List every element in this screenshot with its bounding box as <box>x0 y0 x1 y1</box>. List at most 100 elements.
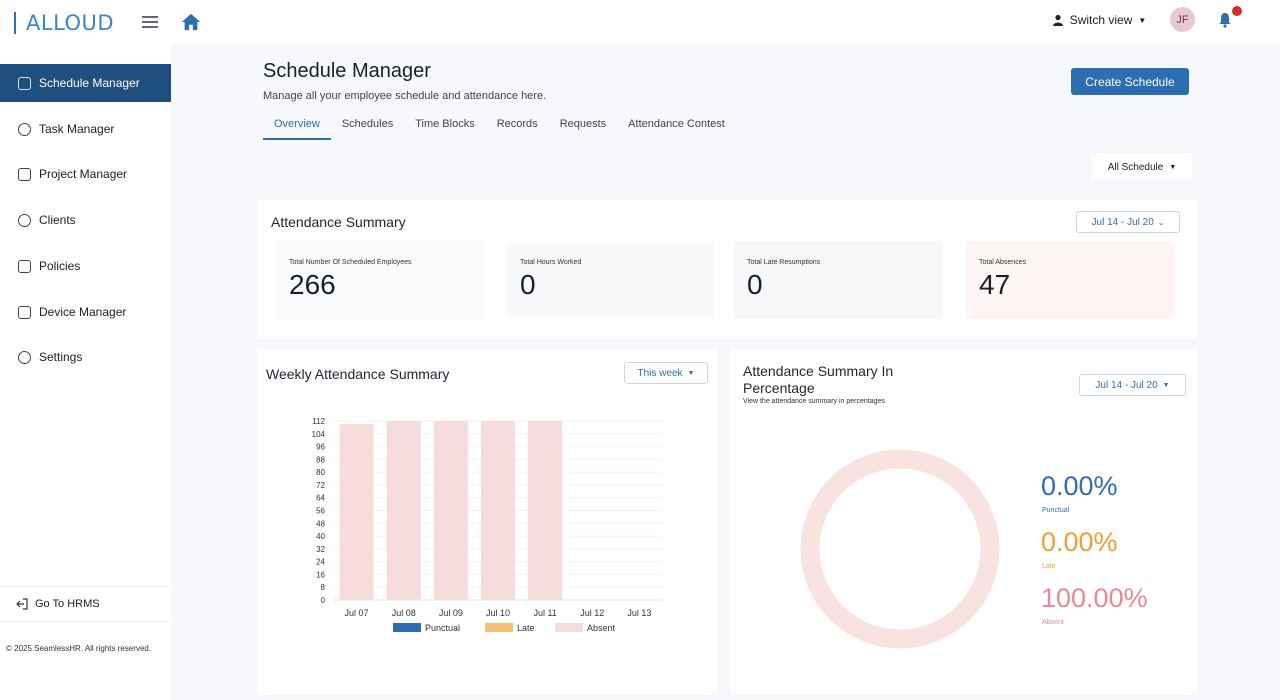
attendance-summary-card: Attendance Summary Jul 14 - Jul 20 ⌄ Tot… <box>257 200 1197 338</box>
schedule-filter-dropdown[interactable]: All Schedule ▼ <box>1092 154 1192 180</box>
stat-value: 47 <box>979 269 1011 300</box>
stat-value: 0 <box>747 269 763 300</box>
weekly-range-dropdown[interactable]: This week ▼ <box>624 362 708 384</box>
tab-attendance-contest[interactable]: Attendance Contest <box>628 118 725 130</box>
sidebar-item-clients[interactable]: Clients <box>0 201 171 239</box>
x-tick-label: Jul 12 <box>580 608 604 618</box>
menu-icon[interactable] <box>142 16 158 28</box>
device-icon <box>18 305 31 319</box>
percentage-subtitle: View the attendance summary in percentag… <box>743 398 885 405</box>
legend-swatch-absent <box>555 623 583 632</box>
sidebar-item-schedule-manager[interactable]: Schedule Manager <box>0 64 171 102</box>
switch-view-button[interactable]: Switch view ▼ <box>1040 8 1158 32</box>
exit-icon <box>16 598 28 610</box>
tab-time-blocks[interactable]: Time Blocks <box>415 118 475 130</box>
weekly-attendance-card: Weekly Attendance Summary This week ▼ 0 8… <box>257 349 717 694</box>
tab-schedules[interactable]: Schedules <box>341 118 394 130</box>
bar-absent <box>433 421 468 600</box>
copyright-text: © 2025 SeamlessHR. All rights reserved. <box>6 644 152 653</box>
range-label: Jul 14 - Jul 20 <box>1095 379 1158 391</box>
stat-label: Total Late Resumptions <box>747 259 821 266</box>
x-tick-label: Jul 09 <box>439 608 463 618</box>
logo-text: ALLOUD <box>26 11 115 35</box>
go-to-hrms-button[interactable]: Go To HRMS <box>0 586 171 622</box>
attendance-donut-chart <box>800 449 1000 649</box>
attendance-percentage-card: Attendance Summary In Percentage View th… <box>730 349 1197 694</box>
y-tick-label: 16 <box>316 570 325 579</box>
switch-view-label: Switch view <box>1069 13 1133 27</box>
sidebar-item-project-manager[interactable]: Project Manager <box>0 155 171 193</box>
stat-scheduled-employees: Total Number Of Scheduled Employees 266 <box>276 241 484 319</box>
stat-late-resumptions: Total Late Resumptions 0 <box>734 241 942 319</box>
notification-badge <box>1232 6 1242 16</box>
percentage-range-dropdown[interactable]: Jul 14 - Jul 20 ▼ <box>1079 374 1186 396</box>
tab-overview[interactable]: Overview <box>263 116 331 140</box>
sidebar-item-label: Clients <box>39 213 76 227</box>
sidebar-item-device-manager[interactable]: Device Manager <box>0 293 171 331</box>
calendar-icon <box>18 76 31 90</box>
user-icon <box>18 213 31 227</box>
late-label: Late <box>1042 563 1056 570</box>
y-tick-label: 56 <box>316 507 325 516</box>
tab-records[interactable]: Records <box>496 118 538 130</box>
y-tick-label: 64 <box>316 494 325 503</box>
bar-absent <box>339 424 374 600</box>
x-tick-label: Jul 11 <box>533 608 556 618</box>
sidebar-item-label: Policies <box>39 259 81 273</box>
tab-bar: Overview Schedules Time Blocks Records R… <box>263 116 736 140</box>
page-subtitle: Manage all your employee schedule and at… <box>263 90 547 102</box>
task-icon <box>18 122 31 136</box>
y-tick-label: 0 <box>321 596 326 605</box>
app-logo[interactable]: ALLOUD <box>14 10 114 36</box>
caret-down-icon: ▼ <box>1169 163 1177 171</box>
sidebar-item-label: Schedule Manager <box>39 76 140 90</box>
x-tick-label: Jul 10 <box>486 608 510 618</box>
chevron-down-icon: ⌄ <box>1157 217 1165 227</box>
bar-absent <box>386 421 421 600</box>
y-tick-label: 32 <box>316 545 325 554</box>
weekly-attendance-chart: 0 8 16 24 32 40 48 56 64 72 80 88 96 104 112 Jul 07 Jul … <box>312 417 663 633</box>
late-percentage: 0.00% <box>1041 527 1118 557</box>
y-tick-label: 112 <box>312 417 325 426</box>
x-tick-label: Jul 08 <box>392 608 416 618</box>
percentage-title-line1: Attendance Summary In <box>743 363 894 379</box>
schedule-filter-label: All Schedule <box>1107 161 1164 173</box>
sidebar-item-policies[interactable]: Policies <box>0 247 171 285</box>
legend-swatch-punctual <box>393 623 421 632</box>
weekly-attendance-title: Weekly Attendance Summary <box>266 366 450 382</box>
range-label: Jul 14 - Jul 20 <box>1091 216 1154 228</box>
tab-requests[interactable]: Requests <box>559 118 607 130</box>
sidebar-item-label: Settings <box>39 350 83 364</box>
stat-label: Total Absences <box>979 259 1027 266</box>
legend-label-absent: Absent <box>587 623 616 633</box>
attendance-summary-title: Attendance Summary <box>271 214 406 230</box>
home-icon[interactable] <box>180 12 202 32</box>
avatar[interactable]: JF <box>1170 7 1195 32</box>
y-tick-label: 24 <box>316 558 325 567</box>
bar-absent <box>528 421 563 600</box>
bell-icon[interactable] <box>1218 12 1232 28</box>
y-tick-label: 8 <box>321 583 326 592</box>
percentage-title-line2: Percentage <box>743 380 815 396</box>
stat-hours-worked: Total Hours Worked 0 <box>507 241 715 319</box>
sidebar-item-settings[interactable]: Settings <box>0 338 171 376</box>
sidebar: Schedule Manager Task Manager Project Ma… <box>0 44 171 700</box>
create-schedule-button[interactable]: Create Schedule <box>1071 68 1189 95</box>
person-icon <box>1052 14 1063 26</box>
attendance-range-dropdown[interactable]: Jul 14 - Jul 20 ⌄ <box>1076 211 1180 233</box>
caret-down-icon: ▼ <box>687 369 695 377</box>
range-label: This week <box>637 367 683 379</box>
y-tick-label: 48 <box>316 519 325 528</box>
punctual-percentage: 0.00% <box>1041 471 1118 501</box>
absent-label: Absent <box>1042 619 1064 626</box>
y-tick-label: 104 <box>312 430 326 439</box>
sidebar-item-task-manager[interactable]: Task Manager <box>0 110 171 148</box>
legend-swatch-late <box>485 623 513 632</box>
stat-absences: Total Absences 47 <box>966 241 1174 319</box>
caret-down-icon: ▼ <box>1162 381 1170 389</box>
x-tick-label: Jul 13 <box>627 608 651 618</box>
legend-label-punctual: Punctual <box>425 623 460 633</box>
y-tick-label: 40 <box>316 532 325 541</box>
stat-label: Total Hours Worked <box>520 259 582 266</box>
absent-percentage: 100.00% <box>1041 583 1148 613</box>
